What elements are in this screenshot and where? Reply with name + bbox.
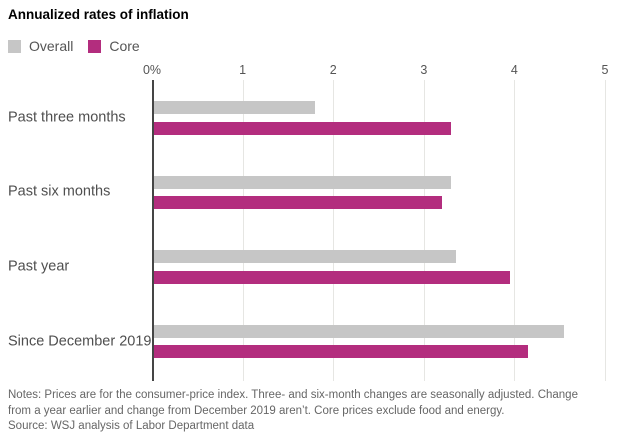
notes-line-1: Notes: Prices are for the consumer-price… — [8, 389, 578, 401]
legend-swatch-overall — [8, 39, 21, 53]
legend-label-overall: Overall — [29, 38, 74, 54]
category-label-3: Since December 2019 — [8, 333, 152, 350]
category-label-1: Past six months — [8, 184, 111, 201]
bar-core-1 — [152, 196, 442, 210]
bar-core-0 — [152, 121, 451, 135]
x-tick-label-2: 2 — [329, 63, 337, 77]
source-line: Source: WSJ analysis of Labor Department… — [8, 420, 255, 432]
gridline-1 — [242, 80, 244, 381]
bar-core-2 — [152, 270, 510, 284]
bar-core-3 — [152, 345, 528, 359]
legend-item-core: Core — [88, 38, 140, 54]
bar-overall-3 — [152, 324, 565, 338]
chart-legend: Overall Core — [8, 38, 140, 54]
gridline-3 — [423, 80, 425, 381]
chart-notes: Notes: Prices are for the consumer-price… — [8, 388, 620, 435]
category-label-0: Past three months — [8, 109, 126, 126]
legend-label-core: Core — [109, 38, 140, 54]
category-label-2: Past year — [8, 258, 70, 275]
gridline-5 — [605, 80, 606, 381]
x-tick-label-3: 3 — [420, 63, 428, 77]
zero-axis-line — [152, 80, 154, 381]
x-tick-label-5: 5 — [601, 63, 609, 77]
bar-overall-1 — [152, 175, 451, 189]
plot-area: 0% 1 2 3 4 5 — [143, 63, 608, 381]
gridline-4 — [514, 80, 516, 381]
chart-title: Annualized rates of inflation — [8, 7, 189, 22]
notes-line-2: from a year earlier and change from Dece… — [8, 404, 505, 417]
x-tick-label-4: 4 — [510, 63, 518, 77]
bar-overall-0 — [152, 101, 316, 114]
x-tick-label-1: 1 — [239, 63, 247, 77]
bar-overall-2 — [152, 250, 456, 264]
gridline-2 — [333, 80, 335, 381]
legend-item-overall: Overall — [8, 38, 73, 54]
legend-swatch-core — [88, 39, 102, 53]
x-tick-label-0: 0% — [142, 63, 162, 77]
